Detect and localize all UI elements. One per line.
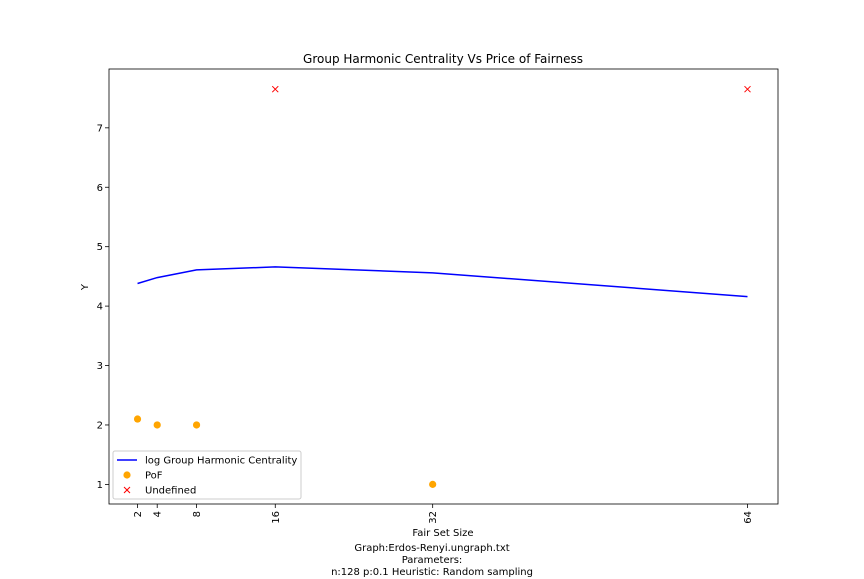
- caption-heuristic: n:128 p:0.1 Heuristic: Random sampling: [331, 567, 533, 578]
- caption-parameters: Parameters:: [401, 555, 463, 566]
- x-tick-label: 16: [271, 511, 282, 524]
- legend-label: Undefined: [145, 486, 196, 497]
- x-tick-label: 64: [743, 511, 754, 524]
- y-tick-label: 7: [97, 123, 103, 134]
- y-tick-label: 1: [97, 480, 103, 491]
- chart-title: Group Harmonic Centrality Vs Price of Fa…: [303, 52, 583, 66]
- y-tick-label: 5: [97, 242, 103, 253]
- x-tick-label: 4: [153, 511, 164, 517]
- legend-box: [112, 450, 302, 500]
- legend-x-swatch: [123, 486, 131, 494]
- undefined-marker: [271, 85, 279, 93]
- pof-point: [192, 421, 201, 429]
- y-tick-label: 2: [97, 420, 103, 431]
- x-tick-label: 32: [428, 511, 439, 524]
- caption-graph: Graph:Erdos-Renyi.ungraph.txt: [354, 543, 510, 554]
- y-tick-label: 4: [97, 302, 103, 313]
- x-tick-label: 2: [133, 511, 144, 517]
- y-tick-label: 6: [97, 183, 103, 194]
- series-line: [137, 266, 748, 298]
- pof-point: [153, 421, 161, 429]
- legend: log Group Harmonic Centrality PoF Undefine…: [112, 450, 302, 500]
- legend-label: PoF: [145, 471, 163, 482]
- undefined-marker-stroke: [271, 85, 279, 93]
- legend-label: log Group Harmonic Centrality: [145, 456, 297, 467]
- undefined-marker-stroke: [744, 85, 751, 93]
- pof-point: [429, 480, 437, 488]
- undefined-marker: [744, 85, 751, 93]
- pof-point: [133, 415, 142, 423]
- legend-circle-swatch: [123, 471, 131, 479]
- plot-area: [108, 68, 779, 505]
- x-axis: 2 4 8 16 32 64: [133, 504, 754, 524]
- y-axis: 1 2 3 4 5 6 7: [97, 123, 109, 491]
- x-axis-label: Fair Set Size: [412, 528, 473, 539]
- x-tick-label: 8: [192, 511, 203, 517]
- y-axis-label: Y: [80, 283, 91, 291]
- y-tick-label: 3: [97, 361, 103, 372]
- chart-marks: [133, 85, 751, 488]
